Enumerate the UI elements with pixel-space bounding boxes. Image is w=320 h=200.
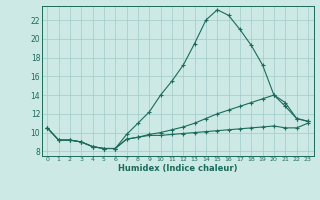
X-axis label: Humidex (Indice chaleur): Humidex (Indice chaleur) (118, 164, 237, 173)
